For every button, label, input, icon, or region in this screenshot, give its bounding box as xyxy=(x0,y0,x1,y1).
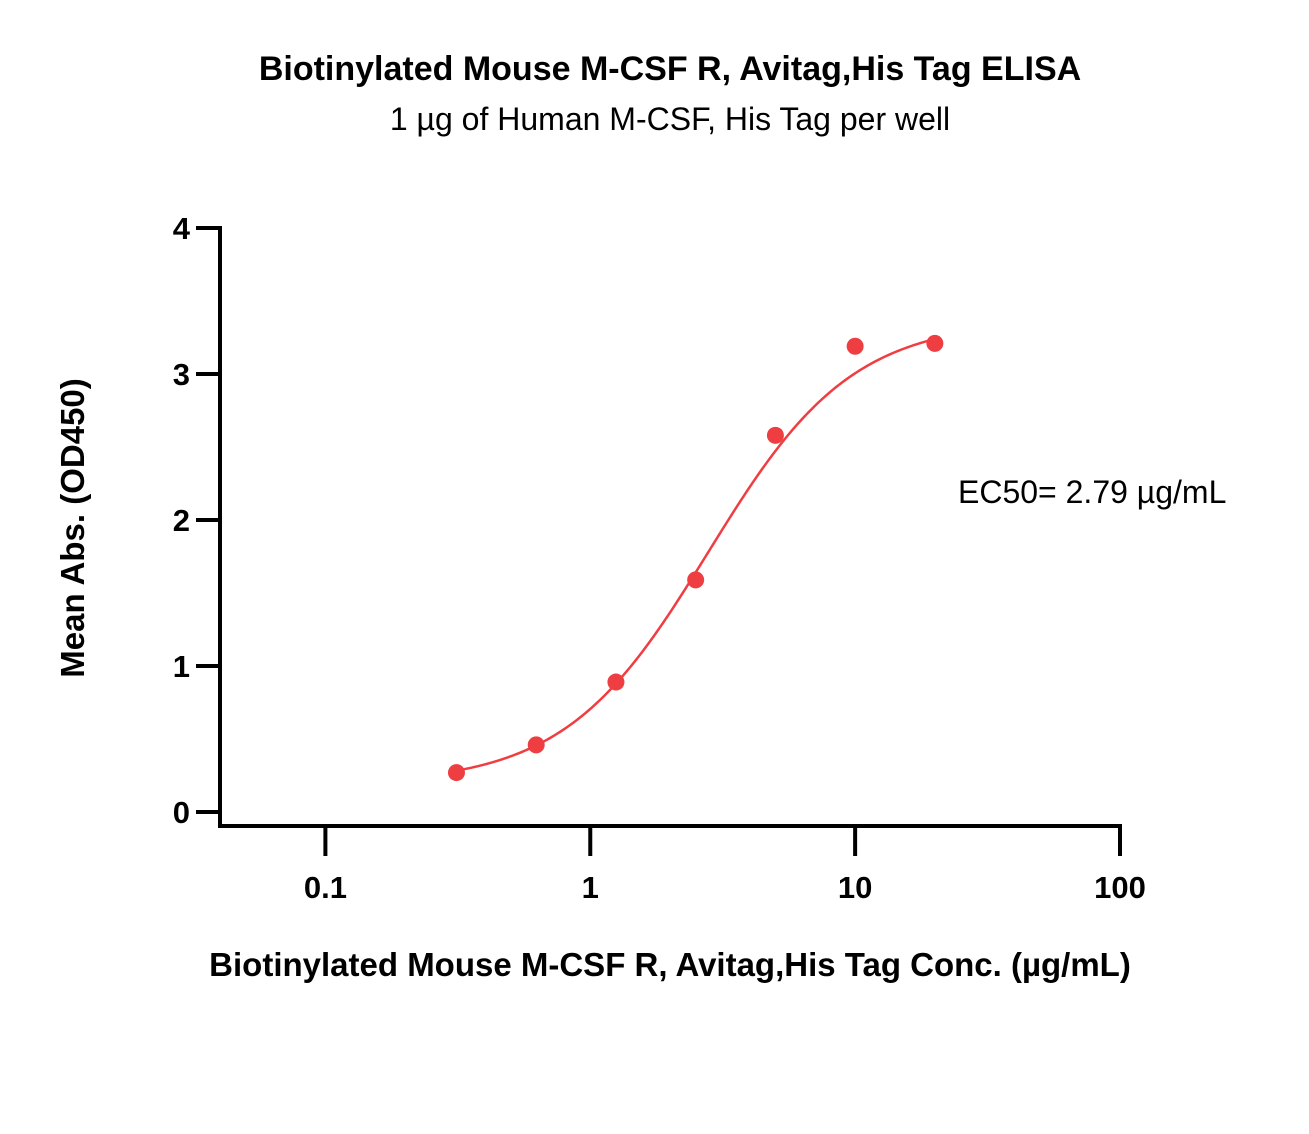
ec50-annotation: EC50= 2.79 µg/mL xyxy=(958,474,1226,510)
data-point xyxy=(846,337,864,355)
y-axis-label: Mean Abs. (OD450) xyxy=(54,378,91,678)
axes: 0 1 2 3 4 0.1 1 10 100 xyxy=(173,211,1146,905)
y-tick-label: 2 xyxy=(173,503,190,538)
x-tick-label: 10 xyxy=(838,870,872,905)
x-tick-label: 1 xyxy=(582,870,599,905)
data-point xyxy=(687,571,705,589)
chart-title: Biotinylated Mouse M-CSF R, Avitag,His T… xyxy=(259,50,1081,88)
x-tick-label: 100 xyxy=(1094,870,1146,905)
data-point xyxy=(766,426,784,444)
y-tick-label: 0 xyxy=(173,795,190,830)
data-point xyxy=(926,334,944,352)
y-tick-label: 3 xyxy=(173,357,190,392)
x-tick-label: 0.1 xyxy=(304,870,347,905)
data-point xyxy=(447,764,465,782)
data-point xyxy=(527,736,545,754)
y-tick-label: 4 xyxy=(173,211,191,246)
data-points xyxy=(447,334,944,782)
data-point xyxy=(607,673,625,691)
fit-curve-group xyxy=(456,337,936,772)
y-tick-label: 1 xyxy=(173,649,190,684)
chart-subtitle: 1 µg of Human M-CSF, His Tag per well xyxy=(390,101,950,137)
x-axis-label: Biotinylated Mouse M-CSF R, Avitag,His T… xyxy=(209,946,1131,983)
fit-curve xyxy=(456,337,936,772)
